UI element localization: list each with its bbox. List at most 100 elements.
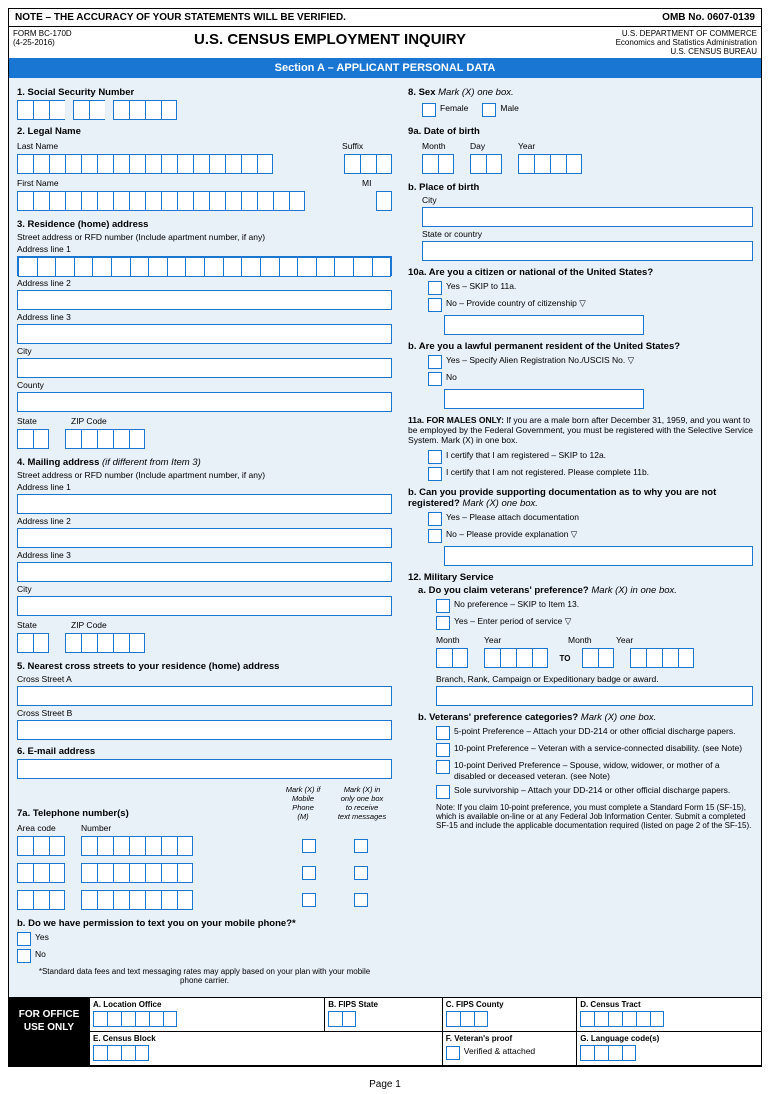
vp5-cb[interactable] (436, 726, 450, 740)
city-input[interactable] (17, 358, 392, 378)
cross-b-input[interactable] (17, 720, 392, 740)
office-census-block: E. Census Block (89, 1032, 442, 1066)
zip-input[interactable] (65, 429, 145, 449)
q6-email: 6. E-mail address (17, 746, 392, 779)
vp10d-cb[interactable] (436, 760, 450, 774)
q2-name: 2. Legal Name Last NameSuffix First Name… (17, 126, 392, 213)
addr3-input[interactable] (17, 324, 392, 344)
addr2-input[interactable] (17, 290, 392, 310)
alien-reg-input[interactable] (444, 389, 644, 409)
q10b-resident: b. Are you a lawful permanent resident o… (408, 341, 753, 409)
text-cb-1[interactable] (354, 839, 368, 853)
vp10-cb[interactable] (436, 743, 450, 757)
pob-city-input[interactable] (422, 207, 753, 227)
areacode-2[interactable] (17, 863, 65, 883)
mobile-cb-3[interactable] (302, 893, 316, 907)
svc-from-yr[interactable] (484, 648, 548, 668)
header: FORM BC-170D (4-25-2016) U.S. CENSUS EMP… (9, 26, 761, 58)
office-location: A. Location Office (89, 998, 324, 1032)
form-id: FORM BC-170D (4-25-2016) (9, 27, 99, 58)
doc-yes-cb[interactable] (428, 512, 442, 526)
q11b-documentation: b. Can you provide supporting documentat… (408, 487, 753, 566)
firstname-input[interactable] (17, 191, 372, 211)
addr1-input[interactable] (17, 256, 392, 276)
phone-row-1 (17, 834, 392, 858)
text-cb-2[interactable] (354, 866, 368, 880)
office-use-only: FOR OFFICE USE ONLY A. Location Office B… (9, 997, 761, 1066)
q5-cross-streets: 5. Nearest cross streets to your residen… (17, 661, 392, 740)
text-no-cb[interactable] (17, 949, 31, 963)
mobile-cb-1[interactable] (302, 839, 316, 853)
text-cb-3[interactable] (354, 893, 368, 907)
q3-residence: 3. Residence (home) address Street addre… (17, 219, 392, 451)
left-column: 1. Social Security Number 2. Legal Name … (9, 78, 400, 997)
q10a-citizen: 10a. Are you a citizen or national of th… (408, 267, 753, 335)
mail-addr1-input[interactable] (17, 494, 392, 514)
office-vet-proof: F. Veteran's proofVerified & attached (442, 1032, 576, 1066)
not-registered-cb[interactable] (428, 467, 442, 481)
mail-addr2-input[interactable] (17, 528, 392, 548)
accuracy-note: NOTE – THE ACCURACY OF YOUR STATEMENTS W… (15, 12, 346, 23)
citizen-no-cb[interactable] (428, 298, 442, 312)
mobile-cb-2[interactable] (302, 866, 316, 880)
no-pref-cb[interactable] (436, 599, 450, 613)
svc-from-mo[interactable] (436, 648, 468, 668)
citizen-yes-cb[interactable] (428, 281, 442, 295)
cross-a-input[interactable] (17, 686, 392, 706)
top-bar: NOTE – THE ACCURACY OF YOUR STATEMENTS W… (9, 9, 761, 26)
email-input[interactable] (17, 759, 392, 779)
number-2[interactable] (81, 863, 193, 883)
female-cb[interactable] (422, 103, 436, 117)
branch-input[interactable] (436, 686, 753, 706)
svc-to-yr[interactable] (630, 648, 694, 668)
explanation-input[interactable] (444, 546, 753, 566)
office-census-tract: D. Census Tract (576, 998, 761, 1032)
q7a-phone: 7a. Telephone number(s) Mark (X) ifMobil… (17, 785, 392, 912)
number-3[interactable] (81, 890, 193, 910)
resident-yes-cb[interactable] (428, 355, 442, 369)
number-1[interactable] (81, 836, 193, 856)
mi-input[interactable] (376, 191, 392, 211)
q12-military: 12. Military Service a. Do you claim vet… (408, 572, 753, 830)
dob-month[interactable] (422, 154, 454, 174)
q11a-selective-service: 11a. FOR MALES ONLY: If you are a male b… (408, 415, 753, 481)
page-title: U.S. CENSUS EMPLOYMENT INQUIRY (99, 27, 561, 58)
text-yes-cb[interactable] (17, 932, 31, 946)
page-number: Page 1 (0, 1075, 770, 1094)
citizenship-country-input[interactable] (444, 315, 644, 335)
mail-zip-input[interactable] (65, 633, 145, 653)
phone-row-2 (17, 861, 392, 885)
section-header: Section A – APPLICANT PERSONAL DATA (9, 58, 761, 78)
right-column: 8. Sex Mark (X) one box. Female Male 9a.… (400, 78, 761, 997)
ssn-input[interactable] (17, 100, 392, 120)
q9a-dob: 9a. Date of birth MonthDayYear (408, 126, 753, 176)
dob-day[interactable] (470, 154, 502, 174)
vpss-cb[interactable] (436, 785, 450, 799)
suffix-input[interactable] (344, 154, 392, 174)
dob-year[interactable] (518, 154, 582, 174)
county-input[interactable] (17, 392, 392, 412)
areacode-1[interactable] (17, 836, 65, 856)
resident-no-cb[interactable] (428, 372, 442, 386)
svc-to-mo[interactable] (582, 648, 614, 668)
registered-cb[interactable] (428, 450, 442, 464)
office-fips-county: C. FIPS County (442, 998, 576, 1032)
lastname-input[interactable] (17, 154, 340, 174)
dept-block: U.S. DEPARTMENT OF COMMERCE Economics an… (561, 27, 761, 58)
q9b-pob: b. Place of birth City State or country (408, 182, 753, 261)
yes-pref-cb[interactable] (436, 616, 450, 630)
doc-no-cb[interactable] (428, 529, 442, 543)
q4-mailing: 4. Mailing address (if different from It… (17, 457, 392, 655)
mail-city-input[interactable] (17, 596, 392, 616)
phone-row-3 (17, 888, 392, 912)
areacode-3[interactable] (17, 890, 65, 910)
q8-sex: 8. Sex Mark (X) one box. Female Male (408, 87, 753, 120)
mail-addr3-input[interactable] (17, 562, 392, 582)
male-cb[interactable] (482, 103, 496, 117)
omb-number: OMB No. 0607-0139 (662, 12, 755, 23)
state-input[interactable] (17, 429, 49, 449)
pob-state-input[interactable] (422, 241, 753, 261)
mail-state-input[interactable] (17, 633, 49, 653)
q7b-text-permission: b. Do we have permission to text you on … (17, 918, 392, 985)
office-language: G. Language code(s) (576, 1032, 761, 1066)
